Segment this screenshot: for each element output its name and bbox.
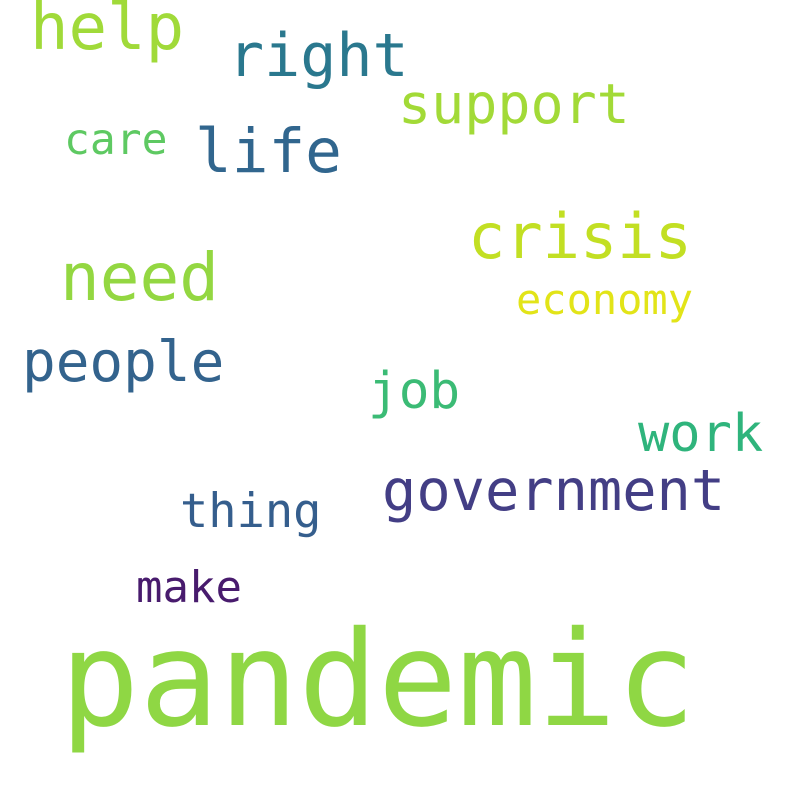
word-thing: thing (180, 484, 322, 539)
word-support: support (398, 72, 630, 136)
word-need: need (60, 239, 219, 316)
word-work: work (638, 404, 764, 464)
word-make: make (136, 562, 242, 613)
word-economy: economy (516, 275, 694, 324)
word-help: help (30, 0, 185, 65)
word-right: right (228, 21, 409, 91)
word-people: people (22, 330, 225, 395)
word-government: government (382, 458, 726, 524)
word-job: job (368, 362, 461, 421)
word-crisis: crisis (468, 200, 692, 273)
word-care: care (64, 115, 168, 165)
word-pandemic: pandemic (60, 603, 696, 757)
word-life: life (195, 116, 342, 187)
